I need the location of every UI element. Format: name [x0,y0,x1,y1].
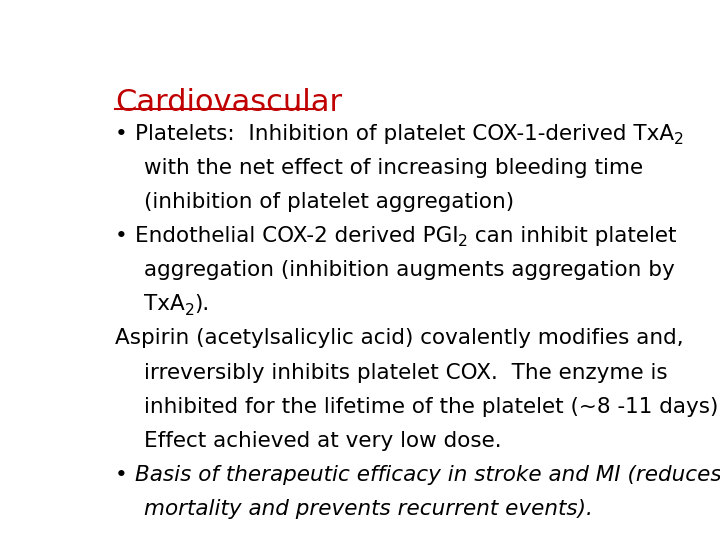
Text: inhibited for the lifetime of the platelet (~8 -11 days).: inhibited for the lifetime of the platel… [144,396,720,416]
Text: TxA: TxA [144,294,185,314]
Text: ).: ). [194,294,210,314]
Text: Platelets:  Inhibition of platelet COX-1-derived TxA: Platelets: Inhibition of platelet COX-1-… [135,124,674,144]
Text: can inhibit platelet: can inhibit platelet [468,226,677,246]
Text: Effect achieved at very low dose.: Effect achieved at very low dose. [144,431,502,451]
Text: mortality and prevents recurrent events).: mortality and prevents recurrent events)… [144,499,593,519]
Text: 2: 2 [458,234,468,249]
Text: aggregation (inhibition augments aggregation by: aggregation (inhibition augments aggrega… [144,260,675,280]
Text: irreversibly inhibits platelet COX.  The enzyme is: irreversibly inhibits platelet COX. The … [144,362,667,382]
Text: •: • [115,226,128,246]
Text: Endothelial COX-2 derived PGI: Endothelial COX-2 derived PGI [135,226,458,246]
Text: with the net effect of increasing bleeding time: with the net effect of increasing bleedi… [144,158,643,178]
Text: 2: 2 [674,132,683,147]
Text: •: • [115,124,128,144]
Text: (inhibition of platelet aggregation): (inhibition of platelet aggregation) [144,192,514,212]
Text: Basis of therapeutic efficacy in stroke and MI (reduces: Basis of therapeutic efficacy in stroke … [135,465,720,485]
Text: Aspirin (acetylsalicylic acid) covalently modifies and,: Aspirin (acetylsalicylic acid) covalentl… [115,328,684,348]
Text: 2: 2 [185,302,194,318]
Text: •: • [115,465,128,485]
Text: Cardiovascular: Cardiovascular [115,87,342,117]
